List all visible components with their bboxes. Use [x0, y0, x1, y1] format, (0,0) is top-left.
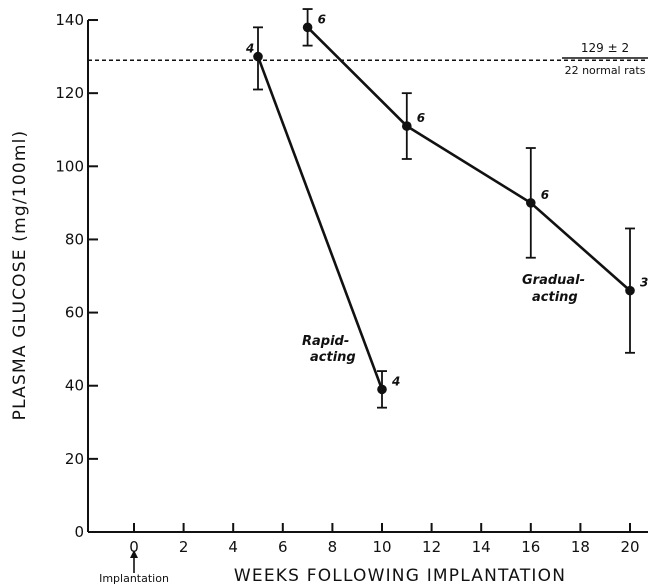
n-label-gradual-2: 6 — [541, 188, 549, 202]
x-tick-label-12: 12 — [422, 538, 441, 556]
x-tick-label-18: 18 — [571, 538, 590, 556]
y-tick-label-120: 120 — [55, 84, 84, 102]
y-tick-label-140: 140 — [55, 11, 84, 29]
n-label-gradual-3: 3 — [640, 276, 648, 290]
data-point-gradual-0 — [302, 22, 313, 33]
y-tick-label-20: 20 — [65, 450, 84, 468]
x-tick-label-6: 6 — [278, 538, 288, 556]
series-label-rapid-line1: Rapid- — [302, 334, 349, 349]
data-point-gradual-2 — [526, 198, 536, 208]
data-point-rapid-1 — [377, 384, 387, 395]
y-tick-label-0: 0 — [74, 523, 84, 541]
y-tick-label-40: 40 — [65, 377, 84, 395]
x-axis-title: WEEKS FOLLOWING IMPLANTATION — [234, 566, 566, 585]
x-tick-label-16: 16 — [521, 538, 540, 556]
data-point-gradual-1 — [402, 121, 412, 131]
implantation-label: Implantation — [99, 572, 169, 585]
y-tick-label-60: 60 — [65, 304, 84, 322]
x-axis-ticks: 0 2 4 6 8 10 12 14 16 18 20 — [129, 523, 640, 556]
series-line-gradual — [306, 26, 631, 292]
series-label-rapid-line2: acting — [310, 350, 356, 365]
y-axis-ticks: 0 20 40 60 80 100 120 140 — [55, 11, 98, 541]
n-label-rapid-0: 4 — [245, 42, 254, 56]
reference-label-mean: 129 ± 2 — [581, 41, 629, 55]
data-point-gradual-3 — [625, 285, 635, 296]
x-tick-label-10: 10 — [372, 538, 391, 556]
data-point-rapid-0 — [253, 51, 263, 62]
series-label-gradual-line1: Gradual- — [522, 273, 585, 288]
series-line-rapid — [256, 56, 384, 390]
implantation-arrow-icon — [130, 550, 138, 558]
n-label-gradual-1: 6 — [417, 111, 425, 125]
x-tick-label-8: 8 — [328, 538, 338, 556]
x-tick-label-2: 2 — [179, 538, 189, 556]
x-tick-label-20: 20 — [620, 538, 639, 556]
y-axis-title: PLASMA GLUCOSE (mg/100ml) — [10, 130, 30, 421]
n-label-gradual-0: 6 — [318, 12, 326, 26]
x-tick-label-0: 0 — [129, 538, 139, 556]
y-tick-label-100: 100 — [55, 157, 84, 175]
reference-label-count: 22 normal rats — [565, 64, 646, 77]
x-tick-label-14: 14 — [472, 538, 491, 556]
series-label-gradual-line2: acting — [532, 290, 578, 305]
n-label-rapid-1: 4 — [391, 374, 400, 388]
series-layer: 4 4 6 6 6 3 — [245, 8, 648, 409]
x-tick-label-4: 4 — [228, 538, 238, 556]
y-tick-label-80: 80 — [65, 230, 84, 248]
